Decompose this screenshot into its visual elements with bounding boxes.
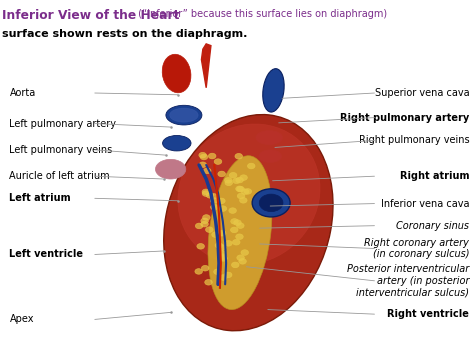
Text: Inferior View of the Heart: Inferior View of the Heart [2,9,180,22]
Text: (“Inferior” because this surface lies on diaphragm): (“Inferior” because this surface lies on… [135,9,387,19]
Ellipse shape [202,215,210,220]
Text: Coronary sinus: Coronary sinus [396,221,469,231]
Text: Right pulmonary artery: Right pulmonary artery [340,113,469,122]
Ellipse shape [163,135,191,151]
Ellipse shape [230,227,238,233]
Ellipse shape [252,189,290,217]
Text: Apex: Apex [9,314,34,324]
Ellipse shape [206,227,213,232]
Ellipse shape [219,256,227,261]
Ellipse shape [209,153,216,159]
Ellipse shape [239,198,247,203]
Ellipse shape [219,230,226,236]
Text: Posterior interventricular
artery (in posterior
interventricular sulcus): Posterior interventricular artery (in po… [347,264,469,297]
Ellipse shape [236,234,243,239]
Ellipse shape [197,244,204,249]
Ellipse shape [201,221,208,227]
Ellipse shape [210,204,218,210]
Ellipse shape [237,223,244,229]
Text: Right coronary artery
(in coronary sulcus): Right coronary artery (in coronary sulcu… [365,238,469,259]
Ellipse shape [201,218,209,224]
Ellipse shape [206,192,214,198]
Ellipse shape [231,219,238,224]
Ellipse shape [164,114,333,331]
Ellipse shape [263,69,284,112]
Ellipse shape [195,269,202,274]
Ellipse shape [241,250,248,256]
Ellipse shape [214,269,221,274]
Ellipse shape [259,150,282,163]
Ellipse shape [201,265,209,271]
Polygon shape [201,44,211,88]
Ellipse shape [236,177,244,183]
Ellipse shape [247,163,255,169]
Ellipse shape [202,189,210,195]
Ellipse shape [218,171,226,177]
Ellipse shape [199,152,207,158]
Ellipse shape [219,206,227,211]
Ellipse shape [229,172,237,178]
Text: surface shown rests on the diaphragm.: surface shown rests on the diaphragm. [2,29,248,39]
Text: Left ventricle: Left ventricle [9,250,83,259]
Ellipse shape [205,279,212,285]
Ellipse shape [155,159,186,179]
Ellipse shape [225,240,232,246]
Ellipse shape [195,223,203,229]
Text: Left pulmonary artery: Left pulmonary artery [9,119,117,128]
Text: Right atrium: Right atrium [400,171,469,181]
Ellipse shape [199,162,207,167]
Ellipse shape [203,168,211,174]
Ellipse shape [212,232,219,237]
Ellipse shape [239,259,246,264]
Ellipse shape [233,178,240,184]
Ellipse shape [225,178,232,183]
Ellipse shape [170,108,198,122]
Ellipse shape [229,208,237,213]
Ellipse shape [234,220,241,225]
Ellipse shape [219,245,226,250]
Ellipse shape [218,251,226,256]
Ellipse shape [259,194,283,212]
Text: Left atrium: Left atrium [9,193,71,203]
Text: Right pulmonary veins: Right pulmonary veins [359,135,469,145]
Ellipse shape [237,186,245,192]
Ellipse shape [178,124,320,265]
Ellipse shape [166,105,202,125]
Ellipse shape [202,191,210,197]
Ellipse shape [240,175,247,180]
Ellipse shape [215,243,223,248]
Text: Superior vena cava: Superior vena cava [374,88,469,98]
Ellipse shape [210,198,218,203]
Ellipse shape [225,180,233,186]
Text: Inferior vena cava: Inferior vena cava [381,199,469,208]
Ellipse shape [235,153,243,159]
Ellipse shape [200,154,208,160]
Ellipse shape [244,188,252,194]
Ellipse shape [224,272,232,278]
Ellipse shape [232,239,240,245]
Ellipse shape [218,198,225,204]
Ellipse shape [210,193,218,199]
Ellipse shape [219,254,227,259]
Ellipse shape [231,262,239,268]
Ellipse shape [208,156,272,310]
Text: Right ventricle: Right ventricle [387,309,469,319]
Text: Left pulmonary veins: Left pulmonary veins [9,145,113,155]
Ellipse shape [162,54,191,93]
Ellipse shape [236,186,243,192]
Ellipse shape [241,189,249,194]
Ellipse shape [256,131,283,145]
Ellipse shape [219,275,227,280]
Ellipse shape [237,193,245,199]
Ellipse shape [237,255,245,260]
Text: Auricle of left atrium: Auricle of left atrium [9,171,110,181]
Text: Aorta: Aorta [9,88,36,98]
Ellipse shape [214,159,222,164]
